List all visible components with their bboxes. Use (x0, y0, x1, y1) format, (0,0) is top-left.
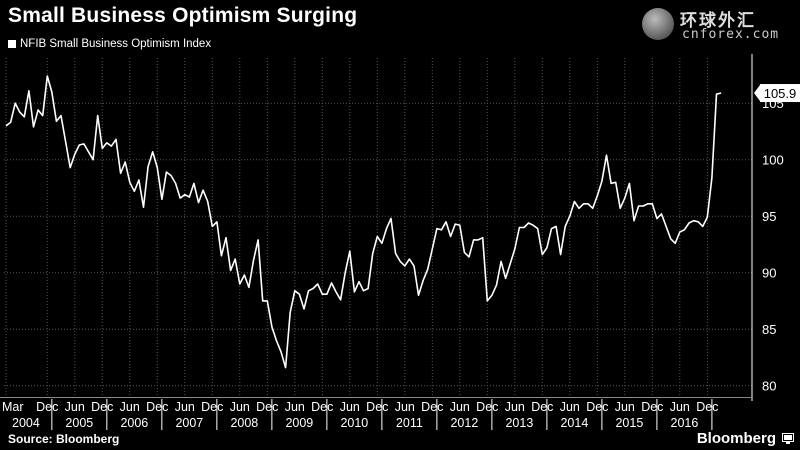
x-tick-label: Dec (696, 400, 718, 414)
x-tick-label: Jun (395, 400, 415, 414)
y-tick-label: 90 (762, 266, 776, 281)
x-tick-label: Dec (256, 400, 278, 414)
x-tick-label: Dec (311, 400, 333, 414)
bloomberg-terminal-icon (782, 433, 794, 444)
x-tick-label: Mar (2, 400, 24, 414)
y-tick-label: 85 (762, 322, 776, 337)
x-tick-label: Dec (36, 400, 58, 414)
year-label: 2013 (505, 416, 533, 430)
year-label: 2015 (615, 416, 643, 430)
year-label: 2004 (12, 416, 40, 430)
series-group (5, 75, 722, 369)
year-label: 2016 (671, 416, 699, 430)
legend-label: NFIB Small Business Optimism Index (20, 38, 212, 50)
x-tick-label: Jun (340, 400, 360, 414)
x-tick-label: Dec (641, 400, 663, 414)
year-label: 2012 (450, 416, 478, 430)
year-label: 2005 (65, 416, 93, 430)
last-value-label: 105.9 (764, 86, 797, 101)
y-tick-label: 100 (762, 153, 784, 168)
x-tick-label: Dec (421, 400, 443, 414)
watermark-url: cnforex.com (682, 27, 780, 42)
year-label: 2011 (396, 416, 423, 430)
x-tick-label: Jun (175, 400, 195, 414)
legend: NFIB Small Business Optimism Index (8, 38, 211, 50)
x-tick-label: Jun (505, 400, 525, 414)
year-labels: 2004 2005 2006 2007 2008 2009 2010 2011 2012 2013… (12, 399, 713, 430)
x-tick-label: Jun (670, 400, 690, 414)
legend-swatch (8, 40, 16, 48)
year-label: 2006 (120, 416, 148, 430)
callout-box (760, 84, 800, 103)
last-value-callout: 105.9 (754, 84, 800, 103)
x-tick-label: Dec (91, 400, 113, 414)
x-tick-label: Jun (285, 400, 305, 414)
x-tick-label: Dec (476, 400, 498, 414)
year-label: 2014 (560, 416, 588, 430)
source-note: Source: Bloomberg (8, 432, 120, 446)
watermark-chinese-text: 环球外汇 (680, 11, 756, 31)
year-label: 2009 (285, 416, 313, 430)
x-tick-label: Dec (146, 400, 168, 414)
y-tick-label: 95 (762, 209, 776, 224)
chart-title: Small Business Optimism Surging (8, 4, 358, 27)
x-tick-label: Dec (586, 400, 608, 414)
y-tick-label: 80 (762, 379, 776, 394)
x-tick-label: Jun (615, 400, 635, 414)
watermark: 环球外汇 cnforex.com (642, 6, 792, 46)
year-label: 2010 (340, 416, 368, 430)
x-axis: Mar Dec Jun Dec Jun Dec Jun Dec Jun Dec Jun Dec Jun D… (0, 397, 752, 414)
year-label: 2008 (230, 416, 258, 430)
x-tick-label: Dec (531, 400, 553, 414)
x-tick-label: Jun (65, 400, 85, 414)
x-tick-label: Dec (201, 400, 223, 414)
brand-name: Bloomberg (696, 430, 776, 447)
x-tick-label: Jun (120, 400, 140, 414)
year-label: 2007 (175, 416, 203, 430)
grid-lines (4, 58, 752, 397)
series-line (5, 75, 722, 369)
callout-pointer (754, 85, 760, 102)
x-tick-label: Jun (450, 400, 470, 414)
x-tick-label: Jun (560, 400, 580, 414)
globe-logo-icon (642, 8, 674, 40)
x-tick-label: Jun (230, 400, 250, 414)
x-tick-label: Dec (366, 400, 388, 414)
